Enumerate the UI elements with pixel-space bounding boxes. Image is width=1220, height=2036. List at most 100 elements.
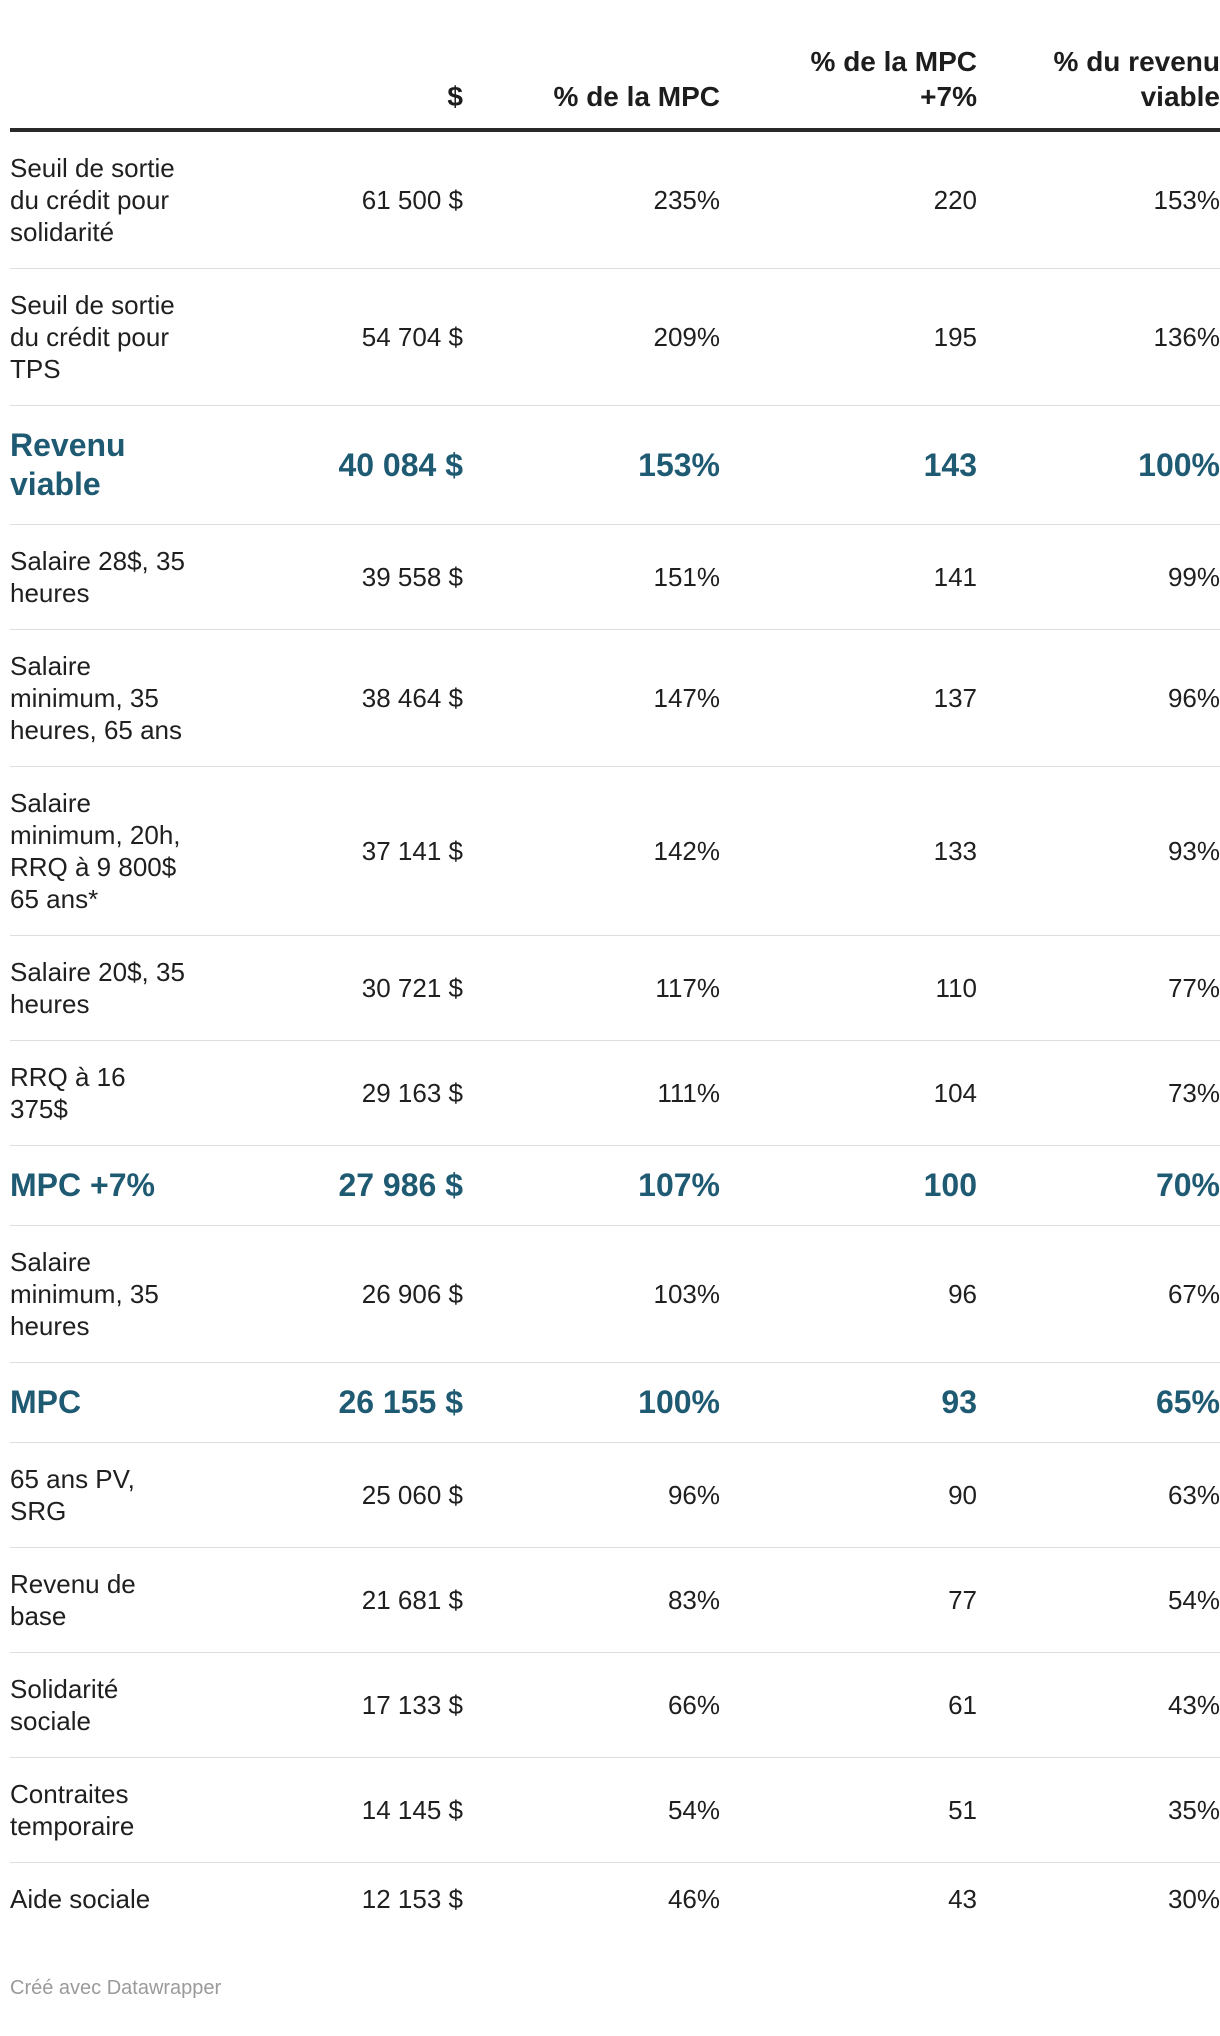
cell-pct-mpc7: 93: [720, 1362, 977, 1443]
row-label-line: Revenu: [10, 427, 126, 463]
cell-dollars: 14 145 $: [207, 1757, 463, 1863]
table-row: 65 ans PV, SRG 25 060 $96% 90 63%: [10, 1442, 1220, 1548]
cell-pct-mpc: 235%: [463, 130, 720, 269]
row-label-line: heures: [10, 1311, 90, 1341]
row-label: Revenu de base: [10, 1547, 207, 1653]
cell-pct-mpc7: 51: [720, 1757, 977, 1863]
row-label: RRQ à 16 375$: [10, 1040, 207, 1146]
cell-dollars: 25 060 $: [207, 1442, 463, 1548]
row-label-line: minimum, 20h,: [10, 820, 181, 850]
row-label: Seuil de sortie du crédit pour solidarité: [10, 130, 207, 269]
row-label: Salaire minimum, 35 heures: [10, 1225, 207, 1363]
row-label-line: 375$: [10, 1094, 68, 1124]
cell-pct-mpc7: 195: [720, 268, 977, 406]
row-label-line: RRQ à 9 800$: [10, 852, 177, 882]
row-label-line: Seuil de sortie: [10, 290, 175, 320]
row-label: Aide sociale: [10, 1863, 207, 1936]
cell-pct-mpc7: 100: [720, 1145, 977, 1226]
table-row: Salaire 28$, 35 heures 39 558 $151% 141 99%: [10, 524, 1220, 630]
row-label-line: Salaire 20$, 35: [10, 957, 185, 987]
cell-pct-mpc: 46%: [667, 1884, 720, 1914]
header-row: $ % de la MPC % de la MPC +7% % du revenu via…: [10, 0, 1220, 132]
cell-pct-mpc: 209%: [463, 268, 720, 406]
datawrapper-credit[interactable]: Créé avec Datawrapper: [10, 1977, 222, 1999]
row-label-line: base: [10, 1601, 67, 1631]
table-row: Seuil de sortie du crédit pour TPS 54 704 $…: [10, 268, 1220, 406]
row-label-line: TPS: [10, 354, 61, 384]
row-label-line: minimum, 35: [10, 1279, 159, 1309]
row-label-line: Salaire: [10, 1247, 91, 1277]
data-table: $ % de la MPC % de la MPC +7% % du revenu via…: [10, 0, 1220, 1935]
header-text: % du revenu: [1053, 46, 1220, 77]
table-row: RRQ à 16 375$ 29 163 $111% 104 73%: [10, 1040, 1220, 1146]
row-label-line: SRG: [10, 1496, 67, 1526]
cell-pct-mpc: 54%: [463, 1757, 720, 1863]
cell-pct-mpc7: 220: [720, 130, 977, 269]
cell-pct-mpc: 83%: [463, 1547, 720, 1653]
cell-pct-viable: 43%: [977, 1652, 1220, 1758]
row-label-line: Contraites: [10, 1779, 129, 1809]
table-row: Seuil de sortie du crédit pour solidarité 6…: [10, 130, 1220, 269]
cell-pct-mpc7: 133: [720, 766, 977, 936]
cell-pct-mpc7: 61: [720, 1652, 977, 1758]
row-label-line: RRQ à 16: [10, 1062, 126, 1092]
cell-dollars: 61 500 $: [207, 130, 463, 269]
cell-pct-mpc7: 143: [720, 405, 977, 525]
row-label-line: viable: [10, 466, 101, 502]
row-label: MPC: [10, 1362, 207, 1443]
cell-dollars: 30 721 $: [207, 935, 463, 1041]
cell-pct-viable: 153%: [977, 130, 1220, 269]
row-label: Revenu viable: [10, 405, 207, 525]
row-label-line: solidarité: [10, 217, 115, 247]
row-label-line: Aide sociale: [10, 1884, 151, 1914]
cell-dollars: 21 681 $: [207, 1547, 463, 1653]
row-label-line: Salaire 28$, 35: [10, 546, 185, 576]
cell-dollars: 37 141 $: [207, 766, 463, 936]
cell-pct-mpc: 151%: [463, 524, 720, 630]
cell-pct-viable: 70%: [977, 1145, 1220, 1226]
cell-pct-mpc: 142%: [463, 766, 720, 936]
header-label: [10, 0, 207, 132]
table-row: Salaire 20$, 35 heures 30 721 $117% 110 77%: [10, 935, 1220, 1041]
table-row-highlighted: MPC +7% 27 986 $107% 100 70%: [10, 1145, 1220, 1226]
row-label: MPC +7%: [10, 1145, 207, 1226]
row-label-line: Salaire: [10, 651, 91, 681]
cell-pct-viable: 136%: [977, 268, 1220, 406]
table-row-highlighted: MPC 26 155 $100% 93 65%: [10, 1362, 1220, 1443]
row-label-line: du crédit pour: [10, 185, 169, 215]
cell-pct-mpc: 100%: [463, 1362, 720, 1443]
cell-dollars: 17 133 $: [207, 1652, 463, 1758]
row-label-line: 65 ans*: [10, 884, 99, 914]
row-label: Solidarité sociale: [10, 1652, 207, 1758]
cell-pct-viable: 93%: [977, 766, 1220, 936]
row-label: Salaire 28$, 35 heures: [10, 524, 207, 630]
cell-pct-viable: 63%: [977, 1442, 1220, 1548]
row-label: Seuil de sortie du crédit pour TPS: [10, 268, 207, 406]
cell-pct-viable: 30%: [1167, 1884, 1220, 1914]
row-label-line: Seuil de sortie: [10, 153, 175, 183]
row-label-line: Revenu de: [10, 1569, 136, 1599]
table-row: Contraites temporaire 14 145 $54% 51 35%: [10, 1757, 1220, 1863]
row-label-line: temporaire: [10, 1811, 135, 1841]
row-label: Salaire minimum, 20h, RRQ à 9 800$ 65 ans*: [10, 766, 207, 936]
table-body: Seuil de sortie du crédit pour solidarité 6…: [10, 130, 1220, 1935]
cell-pct-mpc7: 137: [720, 629, 977, 767]
row-label-line: heures, 65 ans: [10, 715, 183, 745]
cell-pct-mpc: 103%: [463, 1225, 720, 1363]
cell-dollars: 39 558 $: [207, 524, 463, 630]
cell-dollars: 29 163 $: [207, 1040, 463, 1146]
cell-pct-mpc7: 43: [948, 1884, 977, 1914]
row-label-line: du crédit pour: [10, 322, 169, 352]
cell-pct-mpc: 153%: [463, 405, 720, 525]
cell-pct-mpc7: 110: [720, 935, 977, 1041]
header-dollars: $: [207, 0, 463, 132]
table-row: Salaire minimum, 35 heures 26 906 $103% 96 67…: [10, 1225, 1220, 1363]
row-label-line: 65 ans PV,: [10, 1464, 135, 1494]
cell-pct-mpc: 147%: [463, 629, 720, 767]
chart-container: $ % de la MPC % de la MPC +7% % du revenu via…: [10, 0, 1220, 2000]
row-label: Salaire minimum, 35 heures, 65 ans: [10, 629, 207, 767]
cell-pct-viable: 77%: [977, 935, 1220, 1041]
cell-pct-viable: 54%: [977, 1547, 1220, 1653]
cell-dollars: 26 155 $: [207, 1362, 463, 1443]
cell-dollars: 38 464 $: [207, 629, 463, 767]
